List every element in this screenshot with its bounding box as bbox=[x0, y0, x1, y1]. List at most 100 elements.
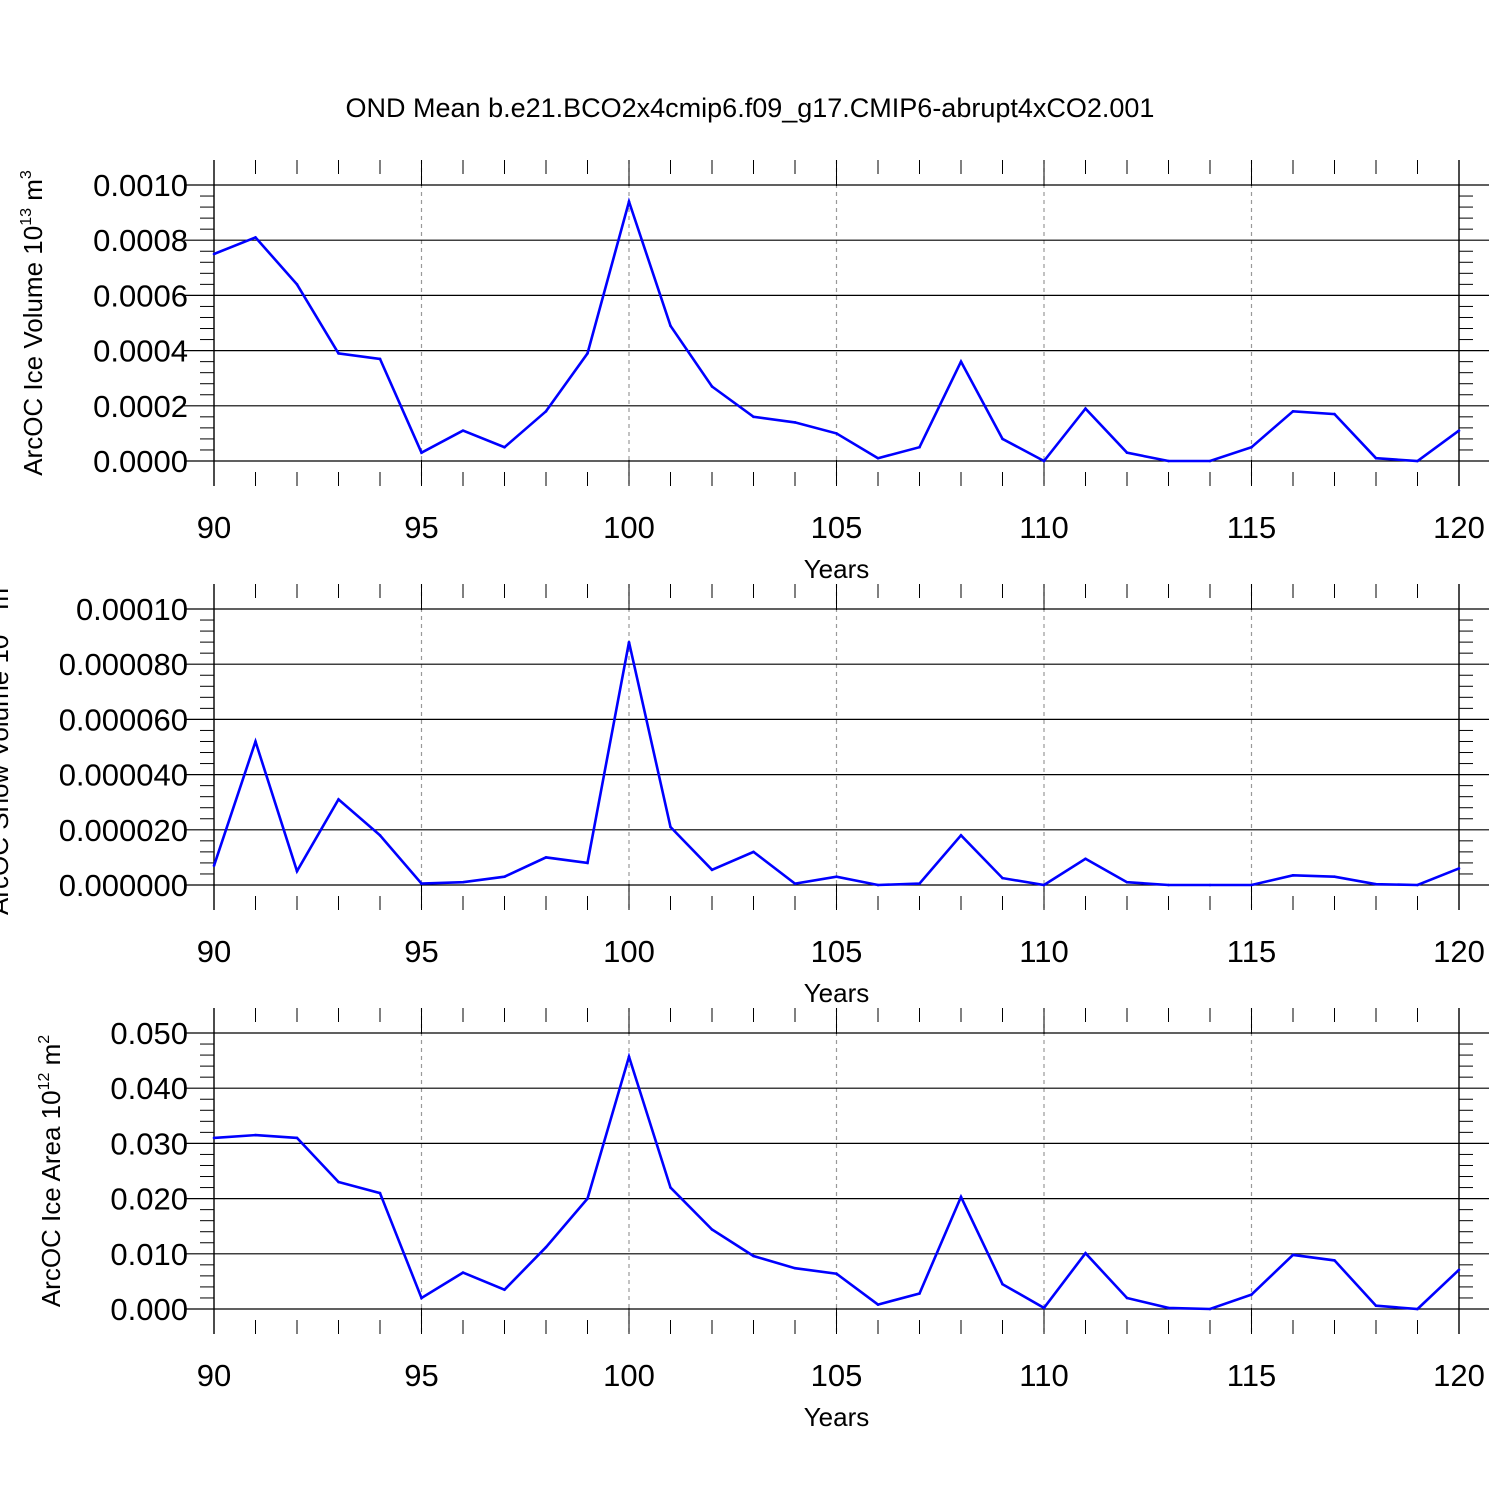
data-point bbox=[959, 834, 963, 837]
data-point bbox=[1457, 1268, 1461, 1272]
x-tick-label: 110 bbox=[1019, 510, 1068, 545]
data-point bbox=[503, 445, 506, 449]
chart-panel-1: 0.0000 0.0002 0.0004 0.0006 0.0008 0.0010 90 95… bbox=[18, 160, 1489, 584]
y-axis-title: ArcOC Snow Volume 1013 m3 bbox=[0, 579, 14, 915]
data-point bbox=[586, 352, 589, 355]
x-tick-label: 110 bbox=[1019, 1358, 1068, 1393]
data-point bbox=[876, 456, 880, 460]
x-tick-label: 95 bbox=[404, 510, 438, 545]
x-tick-label: 90 bbox=[197, 934, 231, 969]
y-tick-label: 0.020 bbox=[110, 1182, 188, 1217]
y-tick-label: 0.0010 bbox=[93, 168, 188, 203]
data-point bbox=[254, 236, 257, 239]
y-tick-label: 0.030 bbox=[110, 1126, 188, 1161]
data-point bbox=[1001, 437, 1004, 441]
data-point bbox=[1333, 1259, 1336, 1262]
data-point bbox=[212, 252, 216, 256]
data-point bbox=[1125, 451, 1129, 455]
x-axis-title: Years bbox=[804, 554, 870, 584]
data-point bbox=[337, 1180, 340, 1184]
data-point bbox=[1208, 1307, 1212, 1311]
data-point bbox=[1001, 1282, 1004, 1286]
data-point bbox=[337, 798, 340, 801]
data-point bbox=[752, 1254, 755, 1258]
data-point bbox=[295, 283, 299, 286]
y-tick-label: 0.0002 bbox=[93, 389, 188, 424]
data-point bbox=[1416, 459, 1419, 463]
data-point bbox=[544, 856, 548, 859]
data-point bbox=[1250, 445, 1253, 449]
x-tick-label: 90 bbox=[197, 1358, 231, 1393]
x-tick-label: 115 bbox=[1227, 1358, 1276, 1393]
data-point bbox=[544, 1245, 548, 1249]
x-tick-label: 95 bbox=[404, 1358, 438, 1393]
data-point bbox=[1416, 1307, 1419, 1311]
x-tick-label: 115 bbox=[1227, 510, 1276, 545]
data-point bbox=[752, 850, 755, 854]
data-point bbox=[503, 1288, 506, 1291]
data-point bbox=[420, 1296, 423, 1300]
y-tick-label: 0.0008 bbox=[93, 223, 188, 258]
data-point bbox=[212, 864, 216, 867]
data-point bbox=[627, 640, 631, 644]
data-point bbox=[1042, 459, 1046, 463]
data-point bbox=[918, 882, 921, 885]
data-point bbox=[1250, 883, 1253, 887]
x-tick-label: 95 bbox=[404, 934, 438, 969]
data-point bbox=[1042, 883, 1046, 887]
x-tick-label: 110 bbox=[1019, 934, 1068, 969]
chart-panel-2: 0.000000 0.000020 0.000040 0.000060 0.000080… bbox=[0, 579, 1489, 1008]
x-tick-label: 120 bbox=[1433, 934, 1485, 969]
y-tick-label: 0.000060 bbox=[59, 702, 188, 737]
y-tick-label: 0.010 bbox=[110, 1237, 188, 1272]
data-point bbox=[503, 875, 506, 879]
chart-panel-3: 0.000 0.010 0.020 0.030 0.040 0.050 90 95 100 105… bbox=[36, 1008, 1489, 1432]
data-point bbox=[1208, 883, 1212, 887]
data-point bbox=[710, 1228, 714, 1231]
x-tick-label: 120 bbox=[1433, 1358, 1485, 1393]
data-point bbox=[461, 1271, 465, 1274]
x-tick-label: 100 bbox=[603, 1358, 655, 1393]
data-point bbox=[1374, 1304, 1378, 1307]
data-point bbox=[1333, 875, 1336, 879]
data-point bbox=[420, 451, 423, 455]
data-point bbox=[295, 869, 299, 873]
data-point bbox=[1084, 407, 1087, 410]
data-point bbox=[1084, 1251, 1087, 1255]
data-point bbox=[710, 868, 714, 872]
data-point bbox=[1333, 412, 1336, 416]
x-tick-label: 100 bbox=[603, 934, 655, 969]
data-point bbox=[1457, 867, 1461, 870]
data-point bbox=[420, 882, 423, 885]
data-point bbox=[1291, 1253, 1295, 1257]
data-point bbox=[1374, 456, 1378, 460]
y-tick-label: 0.000080 bbox=[59, 647, 188, 682]
y-tick-label: 0.000040 bbox=[59, 758, 188, 793]
data-point bbox=[461, 880, 465, 884]
data-point bbox=[835, 875, 838, 879]
data-point bbox=[710, 385, 714, 388]
data-point bbox=[959, 1195, 963, 1199]
data-point bbox=[212, 1136, 216, 1140]
data-point bbox=[544, 410, 548, 413]
x-axis-title: Years bbox=[804, 1402, 870, 1432]
data-point bbox=[1208, 459, 1212, 463]
x-tick-label: 90 bbox=[197, 510, 231, 545]
x-tick-label: 100 bbox=[603, 510, 655, 545]
data-point bbox=[627, 200, 631, 203]
data-point bbox=[669, 825, 672, 829]
x-tick-label: 120 bbox=[1433, 510, 1485, 545]
data-point bbox=[793, 1266, 797, 1270]
data-point bbox=[1167, 883, 1170, 887]
y-tick-label: 0.00010 bbox=[76, 592, 188, 627]
y-tick-label: 0.050 bbox=[110, 1016, 188, 1051]
data-point bbox=[1084, 857, 1087, 861]
y-tick-label: 0.000020 bbox=[59, 813, 188, 848]
data-point bbox=[793, 882, 797, 885]
data-point bbox=[793, 421, 797, 424]
x-tick-label: 115 bbox=[1227, 934, 1276, 969]
y-axis-title: ArcOC Ice Area 1012 m2 bbox=[36, 1035, 66, 1307]
data-point bbox=[1291, 874, 1295, 877]
y-tick-label: 0.000 bbox=[110, 1292, 188, 1327]
data-point bbox=[669, 1186, 672, 1189]
